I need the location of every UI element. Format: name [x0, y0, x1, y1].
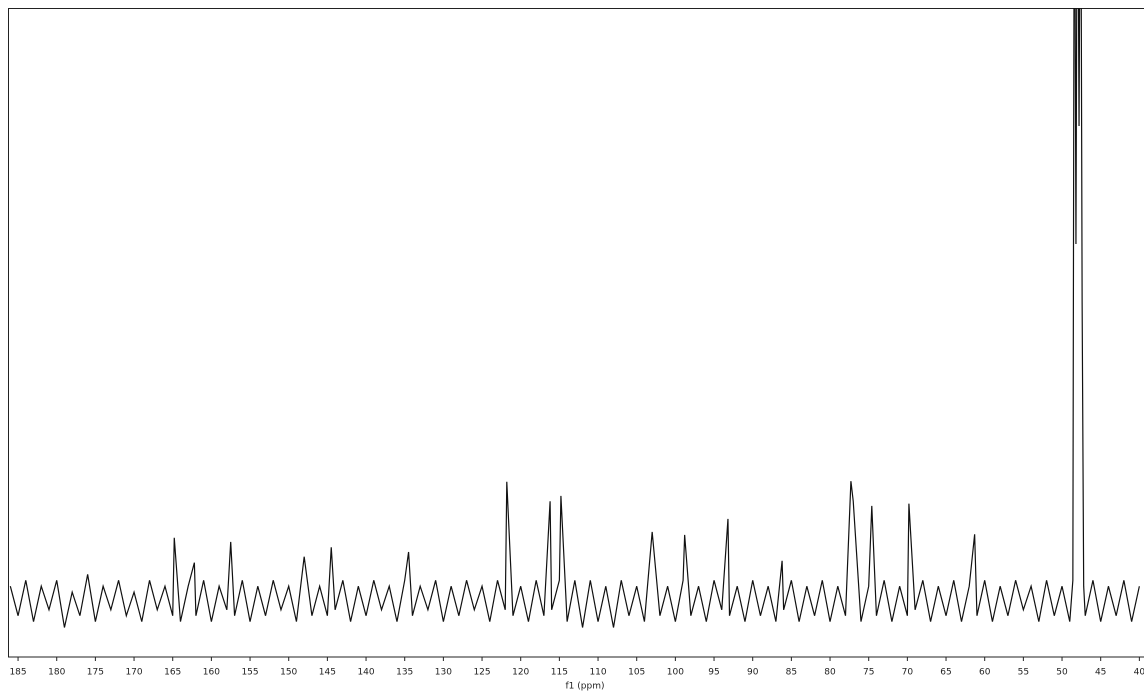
x-tick-label: 95 — [708, 668, 719, 678]
x-tick-label: 140 — [357, 668, 374, 678]
x-tick-label: 110 — [589, 668, 606, 678]
x-tick-label: 130 — [435, 668, 452, 678]
x-tick-label: 115 — [551, 668, 568, 678]
x-tick-label: 85 — [786, 668, 797, 678]
plot-area — [9, 8, 1140, 628]
x-tick-label: 40 — [1134, 668, 1144, 678]
x-tick-label: 60 — [979, 668, 991, 678]
x-tick-label: 165 — [164, 668, 181, 678]
x-tick-label: 105 — [628, 668, 645, 678]
x-tick-label: 155 — [241, 668, 258, 678]
x-tick-label: 50 — [1056, 668, 1068, 678]
x-tick-label: 120 — [512, 668, 529, 678]
x-tick-label: 55 — [1018, 668, 1029, 678]
x-tick-label: 65 — [940, 668, 951, 678]
x-axis: 185 180 175 170 165 160 155 150 145 140 135 130 125 1… — [9, 657, 1144, 678]
x-tick-label: 125 — [473, 668, 490, 678]
x-tick-label: 150 — [280, 668, 297, 678]
x-tick-label: 145 — [319, 668, 336, 678]
x-tick-label: 175 — [87, 668, 104, 678]
x-tick-label: 135 — [396, 668, 413, 678]
x-axis-label: f1 (ppm) — [566, 682, 605, 692]
x-tick-label: 185 — [9, 668, 26, 678]
x-tick-label: 70 — [902, 668, 914, 678]
x-tick-label: 180 — [48, 668, 65, 678]
x-tick-label: 90 — [747, 668, 759, 678]
x-tick-label: 80 — [824, 668, 836, 678]
x-tick-label: 75 — [863, 668, 874, 678]
plot-frame — [8, 8, 1144, 658]
x-tick-label: 170 — [125, 668, 142, 678]
spectrum-line — [9, 8, 1140, 628]
x-tick-label: 45 — [1095, 668, 1106, 678]
x-tick-label: 100 — [667, 668, 684, 678]
x-tick-label: 160 — [203, 668, 220, 678]
